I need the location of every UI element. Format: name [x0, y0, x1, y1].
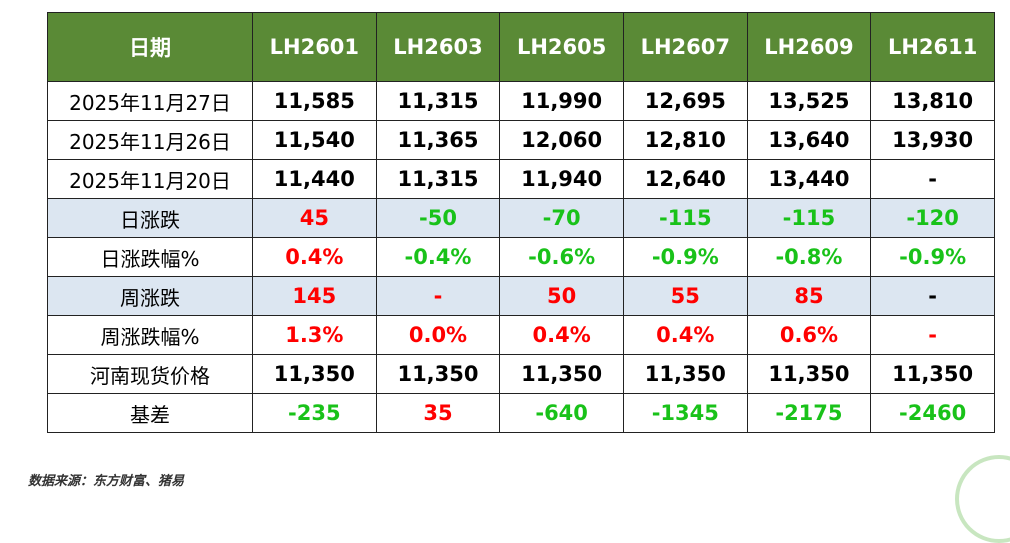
value-cell: 11,350	[622, 354, 748, 394]
value-cell: -115	[622, 198, 748, 238]
table-row: 周涨跌幅% 1.3% 0.0% 0.4% 0.4% 0.6% -	[47, 315, 995, 355]
value-cell: 12,695	[622, 81, 748, 121]
row-label: 基差	[47, 393, 253, 433]
value-cell: 11,350	[870, 354, 995, 394]
value-cell: -2460	[870, 393, 995, 433]
value-cell: 55	[622, 276, 748, 316]
price-table: 日期 LH2601 LH2603 LH2605 LH2607 LH2609 LH2611 2…	[47, 12, 995, 433]
row-label: 日涨跌幅%	[47, 237, 253, 277]
header-cell: LH2603	[375, 12, 501, 82]
value-cell: 13,930	[870, 120, 995, 160]
value-cell: 11,350	[252, 354, 377, 394]
value-cell: -	[870, 276, 995, 316]
value-cell: 11,315	[375, 159, 501, 199]
header-cell: 日期	[47, 12, 253, 82]
header-cell: LH2605	[499, 12, 624, 82]
value-cell: -0.8%	[746, 237, 872, 277]
value-cell: -0.6%	[499, 237, 624, 277]
header-cell: LH2609	[746, 12, 872, 82]
value-cell: 11,350	[499, 354, 624, 394]
table-row: 2025年11月20日 11,440 11,315 11,940 12,640 13,44…	[47, 159, 995, 199]
value-cell: -	[375, 276, 501, 316]
table-row: 日涨跌幅% 0.4% -0.4% -0.6% -0.9% -0.8% -0.9%	[47, 237, 995, 277]
value-cell: 13,525	[746, 81, 872, 121]
value-cell: -	[870, 315, 995, 355]
value-cell: -50	[375, 198, 501, 238]
header-cell: LH2607	[622, 12, 748, 82]
value-cell: 11,315	[375, 81, 501, 121]
value-cell: 0.0%	[375, 315, 501, 355]
value-cell: 0.4%	[622, 315, 748, 355]
table-row: 2025年11月26日 11,540 11,365 12,060 12,810 13,64…	[47, 120, 995, 160]
logo	[955, 455, 1010, 543]
value-cell: 13,640	[746, 120, 872, 160]
row-label: 周涨跌幅%	[47, 315, 253, 355]
value-cell: 85	[746, 276, 872, 316]
value-cell: 0.6%	[746, 315, 872, 355]
value-cell: 13,810	[870, 81, 995, 121]
table-row: 2025年11月27日 11,585 11,315 11,990 12,695 13,52…	[47, 81, 995, 121]
row-label: 2025年11月27日	[47, 81, 253, 121]
value-cell: -0.9%	[870, 237, 995, 277]
value-cell: -	[870, 159, 995, 199]
value-cell: -0.4%	[375, 237, 501, 277]
table-row: 周涨跌 145-50 55 85-	[47, 276, 995, 316]
value-cell: 13,440	[746, 159, 872, 199]
value-cell: -0.9%	[622, 237, 748, 277]
row-label: 2025年11月26日	[47, 120, 253, 160]
value-cell: 0.4%	[499, 315, 624, 355]
table-row: 河南现货价格 11,350 11,350 11,350 11,350 11,350 11,3…	[47, 354, 995, 394]
value-cell: 11,940	[499, 159, 624, 199]
value-cell: 45	[252, 198, 377, 238]
value-cell: 12,060	[499, 120, 624, 160]
header-row: 日期 LH2601 LH2603 LH2605 LH2607 LH2609 LH2611	[47, 12, 995, 82]
value-cell: -2175	[746, 393, 872, 433]
value-cell: 11,585	[252, 81, 377, 121]
value-cell: -235	[252, 393, 377, 433]
value-cell: 11,350	[746, 354, 872, 394]
row-label: 2025年11月20日	[47, 159, 253, 199]
value-cell: 11,990	[499, 81, 624, 121]
table-row: 基差 -235 35 -640 -1345 -2175 -2460	[47, 393, 995, 433]
row-label: 周涨跌	[47, 276, 253, 316]
value-cell: 35	[375, 393, 501, 433]
value-cell: 11,540	[252, 120, 377, 160]
source-note: 数据来源：东方财富、猪易	[28, 474, 185, 489]
row-label: 日涨跌	[47, 198, 253, 238]
value-cell: 11,350	[375, 354, 501, 394]
value-cell: 11,365	[375, 120, 501, 160]
value-cell: 1.3%	[252, 315, 377, 355]
value-cell: 145	[252, 276, 377, 316]
value-cell: 11,440	[252, 159, 377, 199]
value-cell: -120	[870, 198, 995, 238]
value-cell: -1345	[622, 393, 748, 433]
value-cell: -640	[499, 393, 624, 433]
row-label: 河南现货价格	[47, 354, 253, 394]
table-row: 日涨跌 45 -50 -70 -115 -115 -120	[47, 198, 995, 238]
value-cell: 50	[499, 276, 624, 316]
header-cell: LH2601	[252, 12, 377, 82]
value-cell: -70	[499, 198, 624, 238]
value-cell: 12,640	[622, 159, 748, 199]
value-cell: -115	[746, 198, 872, 238]
page: 日期 LH2601 LH2603 LH2605 LH2607 LH2609 LH2611 2…	[28, 12, 1010, 543]
header-cell: LH2611	[870, 12, 995, 82]
value-cell: 12,810	[622, 120, 748, 160]
value-cell: 0.4%	[252, 237, 377, 277]
